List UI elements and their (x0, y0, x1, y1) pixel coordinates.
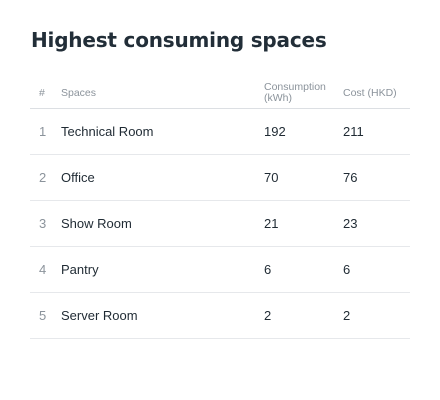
row-consumption: 6 (264, 262, 272, 277)
header-consumption: Consumption (kWh) (264, 81, 326, 104)
row-cost: 76 (343, 170, 358, 185)
row-space: Server Room (61, 308, 138, 323)
row-index: 1 (39, 124, 47, 139)
row-space: Show Room (61, 216, 132, 231)
header-index: # (39, 87, 45, 99)
row-cost: 2 (343, 308, 351, 323)
row-cost: 23 (343, 216, 358, 231)
row-consumption: 192 (264, 124, 286, 139)
row-consumption: 70 (264, 170, 279, 185)
row-consumption: 2 (264, 308, 272, 323)
spaces-table: # Spaces Consumption (kWh) Cost (HKD) 1 … (30, 78, 410, 339)
row-index: 3 (39, 216, 47, 231)
row-space: Technical Room (61, 124, 154, 139)
table-row: 5 Server Room 2 2 (30, 293, 410, 339)
row-index: 5 (39, 308, 47, 323)
table-header: # Spaces Consumption (kWh) Cost (HKD) (30, 78, 410, 109)
row-space: Office (61, 170, 95, 185)
row-cost: 6 (343, 262, 351, 277)
card-title: Highest consuming spaces (31, 28, 327, 52)
header-cost: Cost (HKD) (343, 87, 397, 99)
table-row: 2 Office 70 76 (30, 155, 410, 201)
table-row: 4 Pantry 6 6 (30, 247, 410, 293)
header-spaces: Spaces (61, 87, 97, 99)
row-index: 4 (39, 262, 47, 277)
row-consumption: 21 (264, 216, 279, 231)
row-cost: 211 (343, 124, 364, 139)
table-row: 3 Show Room 21 23 (30, 201, 410, 247)
row-space: Pantry (61, 262, 99, 277)
row-index: 2 (39, 170, 47, 185)
table-row: 1 Technical Room 192 211 (30, 109, 410, 155)
